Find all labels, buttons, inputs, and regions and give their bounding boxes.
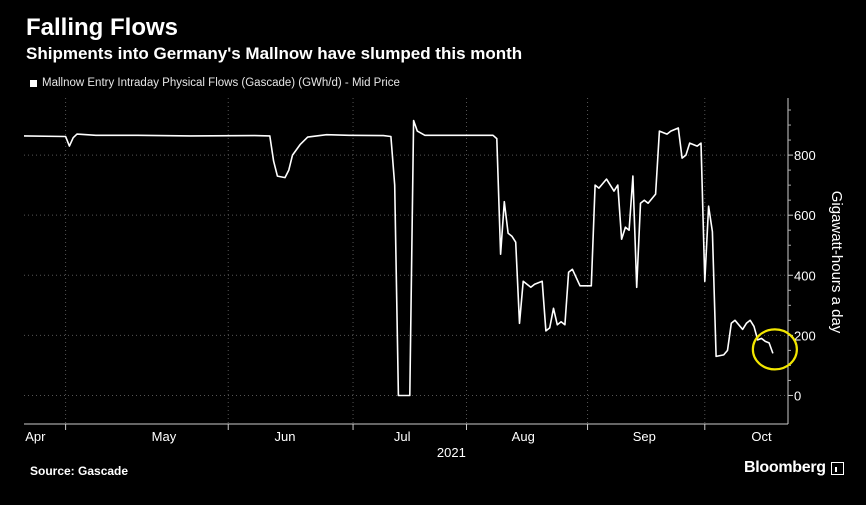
source-note: Source: Gascade — [30, 464, 129, 478]
x-tick-label: May — [152, 429, 177, 444]
chart-subtitle: Shipments into Germany's Mallnow have sl… — [26, 44, 523, 63]
brand-logo: Bloomberg — [744, 459, 844, 477]
y-axis-label: Gigawatt-hours a day — [828, 191, 845, 334]
y-tick-label: 600 — [794, 208, 816, 223]
brand-name: Bloomberg — [744, 459, 826, 476]
series — [23, 119, 774, 397]
y-tick-label: 800 — [794, 148, 816, 163]
highlight-circle — [751, 328, 798, 371]
x-tick-label: Apr — [25, 429, 46, 444]
bloomberg-terminal-icon — [830, 461, 844, 475]
y-tick-label: 0 — [794, 388, 801, 403]
x-tick-label: Oct — [751, 429, 772, 444]
legend-swatch — [30, 79, 37, 87]
x-tick-label: Aug — [512, 429, 535, 444]
series-line — [23, 119, 774, 397]
annotations — [751, 328, 798, 371]
legend-label: Mallnow Entry Intraday Physical Flows (G… — [42, 77, 400, 89]
x-tick-label: Sep — [633, 429, 656, 444]
x-tick-label: Jun — [274, 429, 295, 444]
y-tick-label: 200 — [794, 328, 816, 343]
grid — [24, 98, 788, 424]
chart-title: Falling Flows — [26, 14, 179, 41]
legend: Mallnow Entry Intraday Physical Flows (G… — [30, 77, 400, 89]
axes: 0 200 400 600 800 Apr May Jun Jul Aug Sep Oct 2021 — [24, 98, 816, 460]
x-tick-label: Jul — [394, 429, 411, 444]
y-tick-label: 400 — [794, 268, 816, 283]
x-year-label: 2021 — [437, 445, 466, 460]
